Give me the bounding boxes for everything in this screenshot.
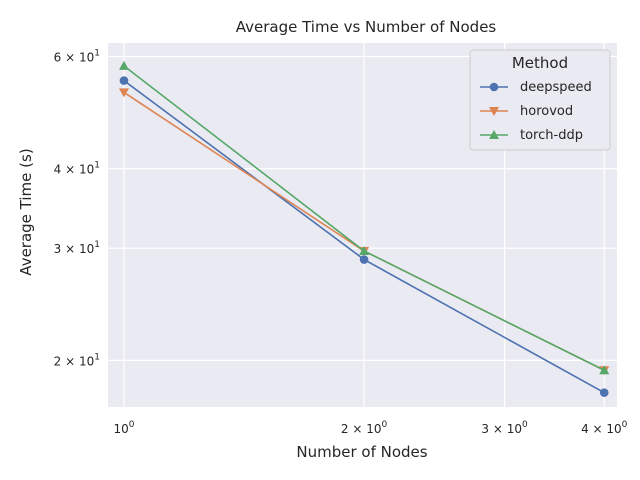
data-point-deepspeed-1 [359,255,369,264]
data-point-torch-ddp-0 [118,60,129,70]
x-tick-label-0: 100 [113,420,134,436]
x-tick-label-2: 3 × 100 [481,420,528,436]
y-tick-label-3: 6 × 101 [54,48,100,64]
data-point-deepspeed-0 [119,76,129,85]
y-tick-label-2: 4 × 101 [54,161,100,177]
series-deepspeed [119,76,609,397]
series-torch-ddp [118,60,610,375]
y-tick-labels: 2 × 101 3 × 101 4 × 101 6 × 101 [54,48,100,368]
legend-title: Method [512,54,568,72]
series-layer [118,60,610,397]
legend-box [469,49,611,151]
y-axis-label: Average Time (s) [17,148,35,275]
legend-marker-torch-ddp [489,130,499,139]
legend-marker-horovod [489,107,499,116]
data-point-torch-ddp-1 [359,246,370,256]
x-tick-labels: 100 2 × 100 3 × 100 4 × 100 [113,420,627,436]
x-tick-label-1: 2 × 100 [341,420,388,436]
data-point-torch-ddp-2 [599,365,610,375]
x-tick-label-3: 4 × 100 [581,420,628,436]
legend-label-torch-ddp: torch-ddp [520,128,583,143]
x-axis-label: Number of Nodes [296,443,427,461]
legend-label-horovod: horovod [520,104,573,119]
legend-label-deepspeed: deepspeed [520,80,592,95]
legend-marker-deepspeed [489,82,499,92]
data-point-horovod-0 [118,88,129,98]
y-tick-label-0: 2 × 101 [54,352,100,368]
legend: Method deepspeed horovod torch-ddp [469,49,611,151]
chart-title: Average Time vs Number of Nodes [236,18,497,36]
data-point-deepspeed-2 [599,388,609,397]
y-tick-label-1: 3 × 101 [54,240,100,256]
